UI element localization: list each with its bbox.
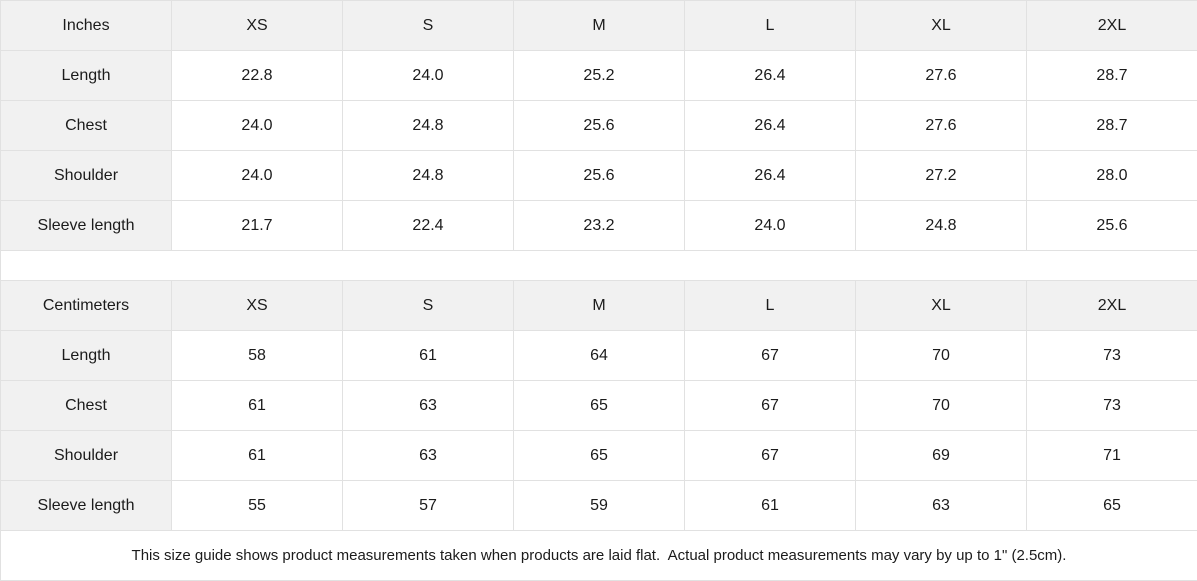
unit-header-cell: Inches: [1, 1, 172, 51]
row-label-cell: Shoulder: [1, 431, 172, 481]
size-header-cell: XL: [856, 281, 1027, 331]
value-cell: 57: [343, 481, 514, 531]
value-cell: 27.6: [856, 51, 1027, 101]
value-cell: 26.4: [685, 101, 856, 151]
value-cell: 24.8: [343, 151, 514, 201]
value-cell: 71: [1027, 431, 1197, 481]
value-cell: 63: [343, 381, 514, 431]
value-cell: 58: [172, 331, 343, 381]
size-header-cell: L: [685, 1, 856, 51]
spacer-cell: [1, 251, 1197, 281]
value-cell: 24.0: [685, 201, 856, 251]
value-cell: 59: [514, 481, 685, 531]
row-label-cell: Chest: [1, 381, 172, 431]
value-cell: 73: [1027, 381, 1197, 431]
size-header-cell: M: [514, 281, 685, 331]
value-cell: 22.4: [343, 201, 514, 251]
value-cell: 61: [343, 331, 514, 381]
value-cell: 28.7: [1027, 51, 1197, 101]
value-cell: 73: [1027, 331, 1197, 381]
value-cell: 28.7: [1027, 101, 1197, 151]
spacer-section: [1, 251, 1197, 281]
value-cell: 24.0: [343, 51, 514, 101]
size-header-cell: M: [514, 1, 685, 51]
row-label-cell: Sleeve length: [1, 481, 172, 531]
value-cell: 27.2: [856, 151, 1027, 201]
size-header-cell: 2XL: [1027, 281, 1197, 331]
value-cell: 67: [685, 431, 856, 481]
size-header-cell: XS: [172, 1, 343, 51]
size-header-cell: S: [343, 281, 514, 331]
value-cell: 55: [172, 481, 343, 531]
unit-header-cell: Centimeters: [1, 281, 172, 331]
value-cell: 70: [856, 381, 1027, 431]
value-cell: 21.7: [172, 201, 343, 251]
size-header-cell: S: [343, 1, 514, 51]
footer-section: This size guide shows product measuremen…: [1, 531, 1197, 581]
value-cell: 63: [343, 431, 514, 481]
value-cell: 24.8: [343, 101, 514, 151]
value-cell: 24.8: [856, 201, 1027, 251]
value-cell: 26.4: [685, 151, 856, 201]
size-header-cell: 2XL: [1027, 1, 1197, 51]
size-header-cell: XL: [856, 1, 1027, 51]
spacer-row: [1, 251, 1197, 281]
size-header-cell: L: [685, 281, 856, 331]
value-cell: 22.8: [172, 51, 343, 101]
value-cell: 24.0: [172, 101, 343, 151]
row-label-cell: Chest: [1, 101, 172, 151]
value-cell: 25.6: [514, 101, 685, 151]
value-cell: 61: [172, 381, 343, 431]
value-cell: 65: [514, 431, 685, 481]
value-cell: 63: [856, 481, 1027, 531]
value-cell: 27.6: [856, 101, 1027, 151]
footer-note: This size guide shows product measuremen…: [1, 531, 1197, 581]
value-cell: 23.2: [514, 201, 685, 251]
row-label-cell: Shoulder: [1, 151, 172, 201]
value-cell: 28.0: [1027, 151, 1197, 201]
value-cell: 26.4: [685, 51, 856, 101]
footer-row: This size guide shows product measuremen…: [1, 531, 1197, 581]
value-cell: 25.2: [514, 51, 685, 101]
value-cell: 69: [856, 431, 1027, 481]
value-cell: 25.6: [1027, 201, 1197, 251]
size-header-cell: XS: [172, 281, 343, 331]
row-label-cell: Length: [1, 51, 172, 101]
value-cell: 67: [685, 381, 856, 431]
value-cell: 67: [685, 331, 856, 381]
row-label-cell: Sleeve length: [1, 201, 172, 251]
value-cell: 61: [172, 431, 343, 481]
value-cell: 65: [514, 381, 685, 431]
value-cell: 25.6: [514, 151, 685, 201]
value-cell: 64: [514, 331, 685, 381]
row-label-cell: Length: [1, 331, 172, 381]
value-cell: 24.0: [172, 151, 343, 201]
value-cell: 65: [1027, 481, 1197, 531]
value-cell: 70: [856, 331, 1027, 381]
value-cell: 61: [685, 481, 856, 531]
